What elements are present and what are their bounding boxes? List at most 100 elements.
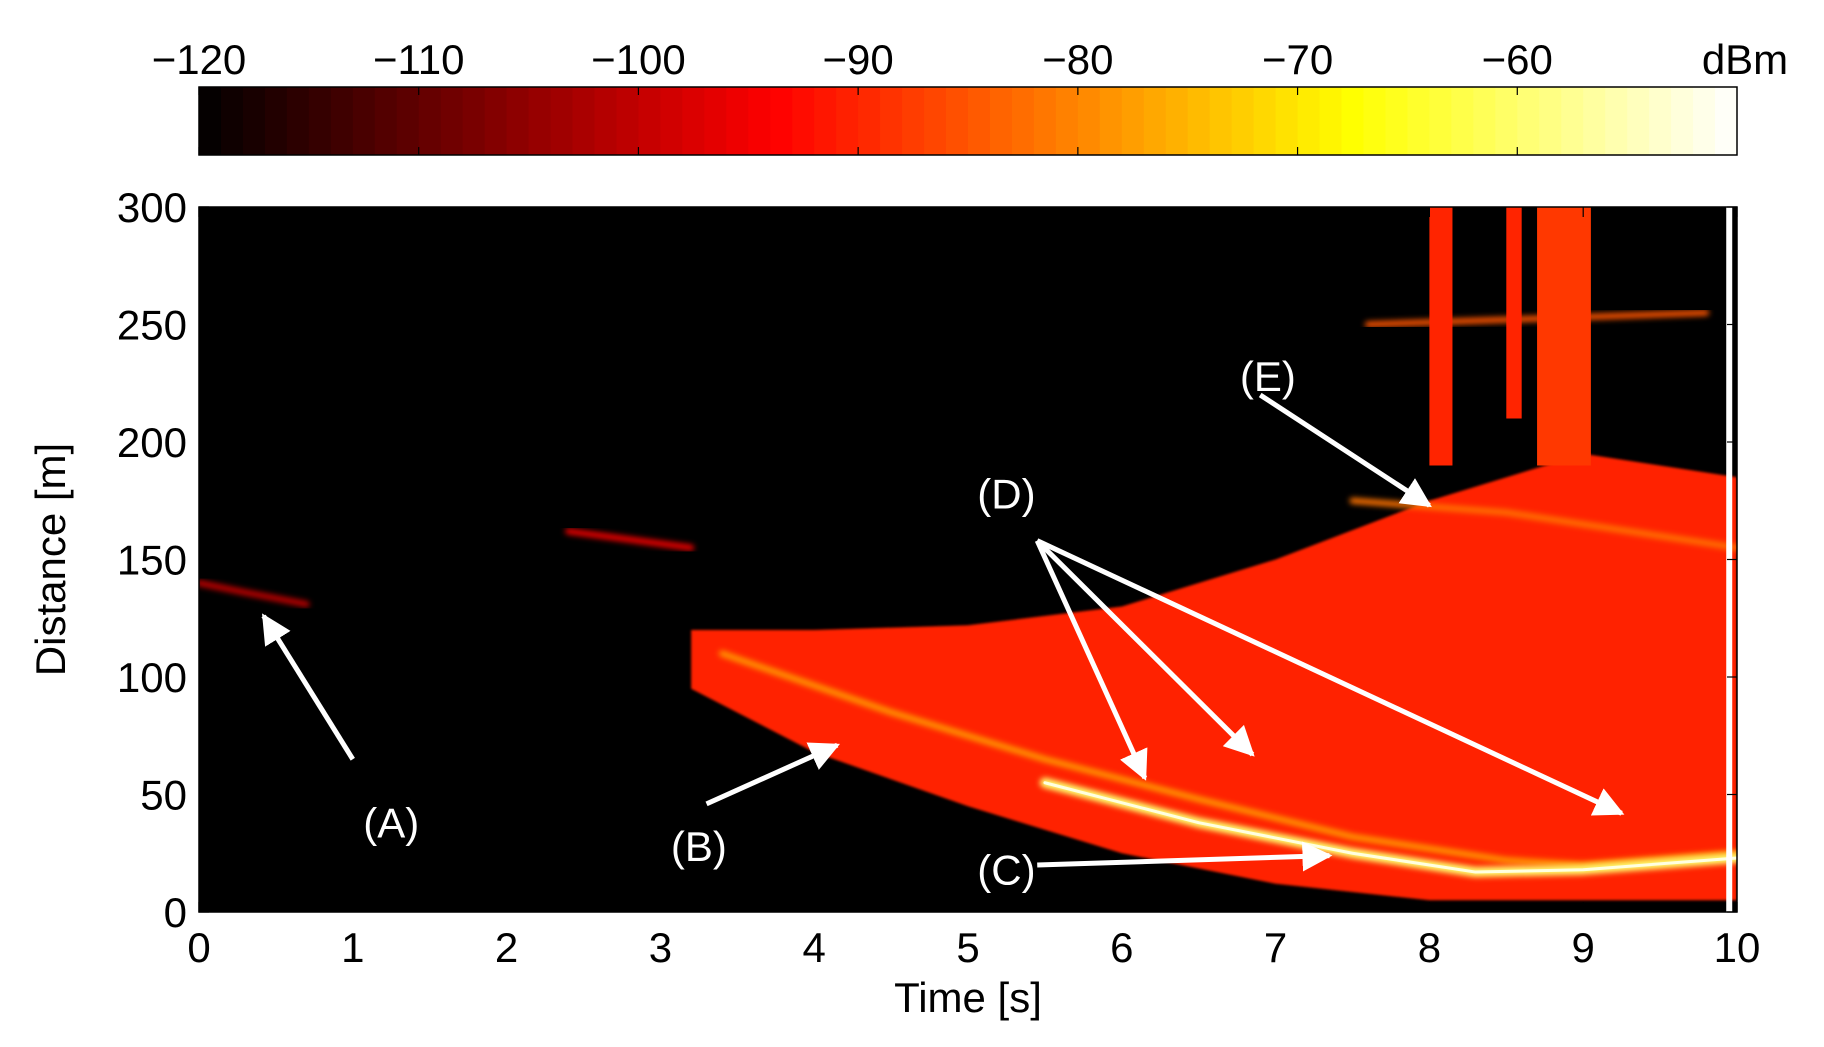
colorbar-swatch bbox=[1451, 87, 1474, 155]
annotation-arrow bbox=[1035, 538, 1255, 757]
colorbar-swatch bbox=[1209, 87, 1233, 155]
colorbar-swatch bbox=[1231, 87, 1255, 155]
colorbar-swatch bbox=[462, 87, 486, 155]
colorbar-swatch bbox=[1649, 87, 1672, 155]
colorbar-swatch bbox=[1011, 87, 1035, 155]
colorbar-swatch bbox=[726, 87, 749, 155]
colorbar-swatch bbox=[902, 87, 925, 155]
colorbar-tick-label: −100 bbox=[591, 36, 686, 83]
y-tick-label: 0 bbox=[164, 889, 187, 936]
x-tick-label: 5 bbox=[956, 924, 979, 971]
colorbar-swatch bbox=[528, 87, 552, 155]
x-tick-label: 10 bbox=[1714, 924, 1761, 971]
heatmap-trace-line bbox=[199, 580, 310, 608]
colorbar-tick-label: −120 bbox=[152, 36, 247, 83]
annotations: (A) (B) (C) (D) (E) bbox=[261, 353, 1625, 894]
colorbar-swatch bbox=[1693, 87, 1716, 155]
colorbar-swatch bbox=[264, 87, 288, 155]
colorbar-swatch bbox=[616, 87, 640, 155]
colorbar-swatch bbox=[1517, 87, 1540, 155]
colorbar-swatch bbox=[1275, 87, 1299, 155]
annotation-label: (E) bbox=[1240, 353, 1296, 400]
colorbar-swatch bbox=[924, 87, 947, 155]
colorbar-swatch bbox=[220, 87, 244, 155]
colorbar-swatch bbox=[704, 87, 727, 155]
colorbar-swatch bbox=[1099, 87, 1123, 155]
heatmap-trace-line bbox=[718, 650, 1737, 868]
annotation-label: (C) bbox=[977, 847, 1035, 894]
colorbar-swatch bbox=[968, 87, 991, 155]
annotation-arrow bbox=[705, 742, 841, 807]
x-tick-label: 4 bbox=[803, 924, 826, 971]
heatmap-plot-area bbox=[199, 207, 1737, 912]
heatmap-region-column bbox=[1429, 207, 1453, 466]
colorbar-swatch bbox=[1627, 87, 1650, 155]
colorbar-swatch bbox=[440, 87, 464, 155]
colorbar-swatch bbox=[880, 87, 903, 155]
colorbar-swatch bbox=[1187, 87, 1211, 155]
annotation-arrow bbox=[1258, 392, 1432, 508]
colorbar-swatch bbox=[1143, 87, 1167, 155]
colorbar-swatch bbox=[814, 87, 837, 155]
heatmap-region-column bbox=[1506, 207, 1522, 419]
annotation-label: (D) bbox=[977, 471, 1035, 518]
colorbar-swatch bbox=[484, 87, 508, 155]
colorbar-swatch bbox=[242, 87, 266, 155]
annotation-arrow bbox=[261, 613, 355, 761]
colorbar-swatch bbox=[660, 87, 683, 155]
y-tick-label: 100 bbox=[117, 654, 187, 701]
colorbar-swatch bbox=[506, 87, 530, 155]
colorbar-swatch bbox=[1715, 87, 1738, 155]
colorbar-swatch bbox=[989, 87, 1013, 155]
colorbar-swatch bbox=[1363, 87, 1387, 155]
colorbar-swatch bbox=[682, 87, 705, 155]
colorbar-swatch bbox=[1253, 87, 1277, 155]
colorbar-swatch bbox=[1473, 87, 1496, 155]
heatmap-trace-core bbox=[1043, 781, 1737, 874]
colorbar-swatch bbox=[396, 87, 420, 155]
colorbar-swatch bbox=[1055, 87, 1079, 155]
y-axis-label: Distance [m] bbox=[27, 443, 74, 676]
colorbar-frame bbox=[198, 86, 1738, 156]
colorbar-swatch bbox=[1341, 87, 1365, 155]
x-tick-label: 3 bbox=[649, 924, 672, 971]
colorbar-swatch bbox=[748, 87, 771, 155]
colorbar-swatch bbox=[550, 87, 574, 155]
x-tick-label: 7 bbox=[1264, 924, 1287, 971]
annotation-arrow bbox=[1034, 539, 1148, 781]
y-tick-label: 50 bbox=[140, 772, 187, 819]
colorbar-swatch bbox=[1385, 87, 1409, 155]
colorbar-tick-label: −80 bbox=[1042, 36, 1113, 83]
colorbar-tick-label: −70 bbox=[1262, 36, 1333, 83]
colorbar-swatch bbox=[1539, 87, 1562, 155]
y-tick-label: 250 bbox=[117, 302, 187, 349]
annotation-label: (A) bbox=[363, 800, 419, 847]
colorbar-swatch bbox=[594, 87, 618, 155]
colorbar-swatch bbox=[770, 87, 793, 155]
x-tick-label: 8 bbox=[1418, 924, 1441, 971]
colorbar-swatch bbox=[199, 87, 222, 155]
colorbar-swatch bbox=[572, 87, 596, 155]
colorbar-swatch bbox=[1561, 87, 1584, 155]
colorbar: −120 −110 −100 −90 −80 −70 −60 dBm bbox=[152, 36, 1788, 156]
colorbar-swatch bbox=[1429, 87, 1452, 155]
colorbar-swatch bbox=[858, 87, 881, 155]
colorbar-swatch bbox=[1319, 87, 1343, 155]
colorbar-swatch bbox=[286, 87, 310, 155]
x-tick-label: 2 bbox=[495, 924, 518, 971]
x-tick-label: 0 bbox=[187, 924, 210, 971]
heatmap-region-band bbox=[691, 453, 1737, 901]
colorbar-swatch bbox=[1671, 87, 1694, 155]
colorbar-tick-label: −90 bbox=[823, 36, 894, 83]
x-axis-label: Time [s] bbox=[894, 974, 1042, 1021]
colorbar-swatch bbox=[1605, 87, 1628, 155]
colorbar-swatch bbox=[1165, 87, 1189, 155]
x-tick-label: 1 bbox=[341, 924, 364, 971]
colorbar-swatch bbox=[1407, 87, 1430, 155]
colorbar-swatch bbox=[330, 87, 354, 155]
colorbar-swatch bbox=[374, 87, 398, 155]
colorbar-tick-label: −110 bbox=[373, 36, 465, 83]
colorbar-swatch bbox=[1297, 87, 1321, 155]
